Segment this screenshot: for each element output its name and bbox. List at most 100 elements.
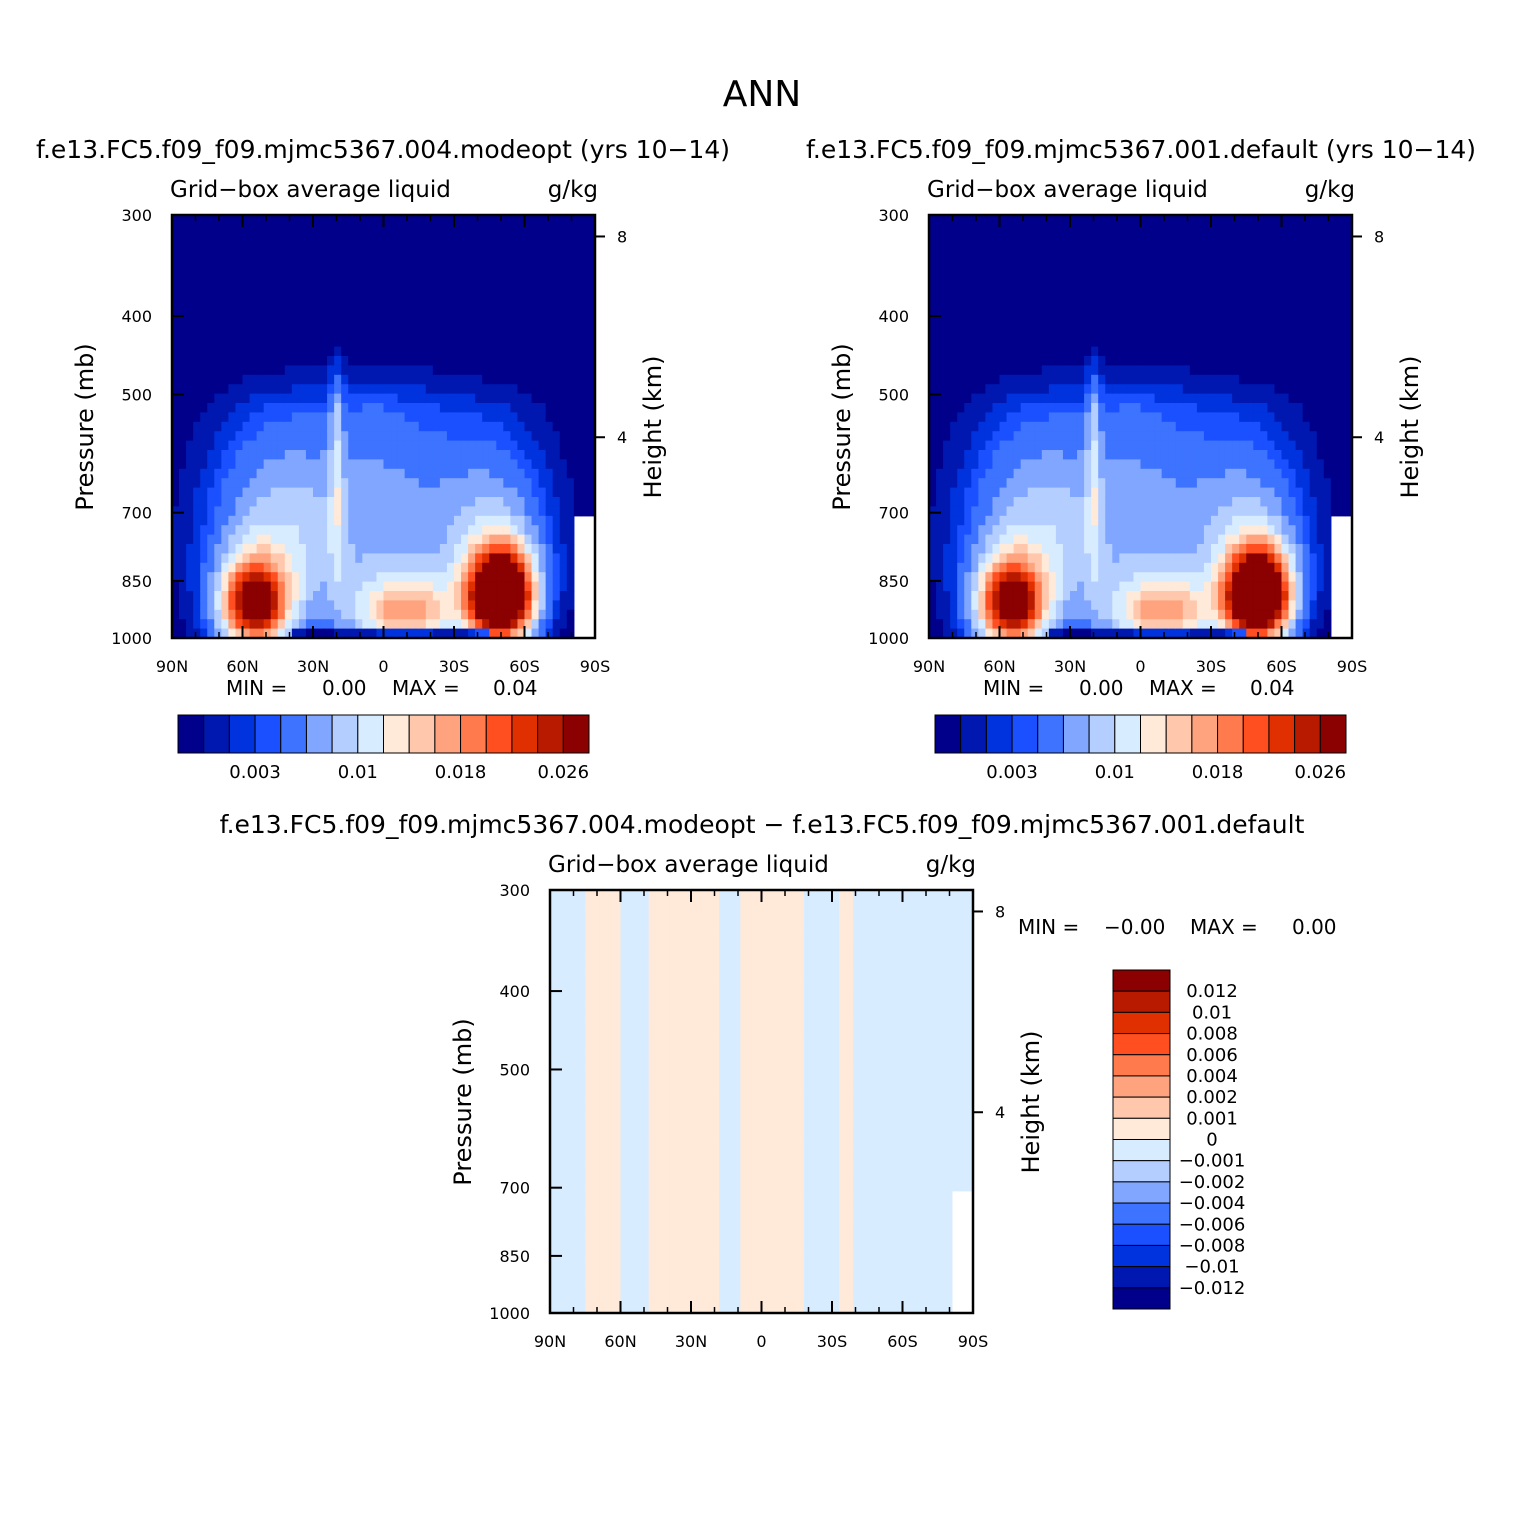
heatmap-cell	[1147, 609, 1156, 620]
heatmap-cell	[1232, 299, 1240, 310]
heatmap-cell	[559, 403, 568, 413]
heatmap-cell	[957, 450, 965, 460]
heatmap-cell	[179, 299, 187, 310]
heatmap-cell	[263, 337, 272, 348]
heatmap-cell	[524, 487, 533, 498]
heatmap-cell	[1175, 327, 1184, 338]
heatmap-cell	[503, 233, 511, 244]
heatmap-cell	[1239, 252, 1247, 263]
heatmap-cell	[348, 356, 356, 366]
heatmap-cell	[482, 299, 490, 310]
heatmap-cell	[327, 506, 335, 517]
heatmap-cell	[1091, 525, 1099, 536]
heatmap-cell	[1126, 290, 1135, 301]
heatmap-cell	[978, 224, 986, 235]
heatmap-cell	[1084, 318, 1092, 329]
heatmap-cell	[411, 309, 420, 319]
heatmap-cell	[566, 299, 575, 310]
heatmap-cell	[524, 356, 533, 366]
heatmap-cell	[327, 591, 335, 601]
heatmap-cell	[362, 431, 370, 442]
heatmap-cell	[936, 403, 944, 413]
heatmap-cell	[985, 384, 994, 395]
heatmap-cell	[320, 309, 328, 319]
heatmap-cell	[929, 591, 937, 601]
heatmap-cell	[943, 280, 951, 291]
heatmap-cell	[985, 431, 994, 442]
heatmap-cell	[929, 487, 937, 498]
heatmap-cell	[587, 468, 596, 479]
heatmap-cell	[587, 478, 596, 489]
heatmap-cell	[978, 327, 986, 338]
heatmap-cell	[517, 318, 526, 329]
heatmap-cell	[992, 431, 1001, 442]
heatmap-cell	[985, 562, 994, 573]
heatmap-cell	[489, 262, 497, 272]
heatmap-cell	[524, 262, 533, 272]
heatmap-cell	[957, 506, 965, 517]
heatmap-cell	[179, 515, 187, 526]
heatmap-cell	[1253, 553, 1261, 564]
heatmap-cell	[1034, 327, 1043, 338]
heatmap-cell	[964, 515, 972, 526]
heatmap-cell	[1161, 393, 1170, 404]
heatmap-cell	[1211, 572, 1219, 583]
heatmap-cell	[510, 534, 519, 545]
heatmap-cell	[383, 318, 392, 329]
heatmap-cell	[1112, 384, 1120, 395]
heatmap-cell	[482, 309, 490, 319]
heatmap-cell	[1126, 562, 1135, 573]
heatmap-cell	[468, 346, 476, 357]
heatmap-cell	[475, 600, 483, 611]
heatmap-cell	[1119, 421, 1127, 432]
heatmap-cell	[964, 506, 972, 517]
heatmap-cell	[1161, 224, 1170, 235]
heatmap-cell	[397, 224, 406, 235]
heatmap-cell	[1077, 440, 1085, 451]
heatmap-cell	[510, 403, 519, 413]
heatmap-cell	[1041, 374, 1050, 385]
heatmap-cell	[305, 327, 314, 338]
heatmap-cell	[1055, 356, 1064, 366]
heatmap-cell	[1020, 374, 1029, 385]
heatmap-cell	[193, 243, 201, 254]
heatmap-cell	[263, 487, 272, 498]
heatmap-cell	[1077, 290, 1085, 301]
heatmap-cell	[411, 327, 420, 338]
heatmap-cell	[1077, 515, 1085, 526]
heatmap-cell	[446, 346, 455, 357]
heatmap-cell	[1098, 572, 1106, 583]
heatmap-cell	[235, 403, 244, 413]
heatmap-cell	[298, 487, 307, 498]
heatmap-cell	[1274, 356, 1283, 366]
heatmap-cell	[1020, 534, 1029, 545]
heatmap-cell	[1168, 337, 1177, 348]
heatmap-cell	[1055, 318, 1064, 329]
heatmap-cell	[270, 262, 279, 272]
heatmap-cell	[376, 628, 385, 639]
heatmap-cell	[1020, 365, 1029, 376]
heatmap-cell	[369, 459, 378, 470]
heatmap-cell	[1189, 233, 1198, 244]
heatmap-cell	[1084, 356, 1092, 366]
heatmap-cell	[1126, 262, 1135, 272]
heatmap-cell	[936, 431, 944, 442]
heatmap-cell	[943, 431, 951, 442]
heatmap-cell	[482, 440, 490, 451]
heatmap-cell	[461, 374, 469, 385]
heatmap-cell	[1013, 591, 1022, 601]
heatmap-cell	[305, 412, 314, 423]
heatmap-cell	[1253, 262, 1261, 272]
heatmap-cell	[235, 468, 244, 479]
heatmap-cell	[1105, 309, 1113, 319]
heatmap-cell	[1182, 243, 1191, 254]
heatmap-cell	[985, 487, 994, 498]
heatmap-cell	[1062, 431, 1071, 442]
heatmap-cell	[1218, 356, 1226, 366]
heatmap-cell	[1105, 431, 1113, 442]
heatmap-cell	[559, 609, 568, 620]
heatmap-cell	[1034, 628, 1043, 639]
heatmap-cell	[1119, 224, 1127, 235]
heatmap-cell	[1091, 243, 1099, 254]
heatmap-cell	[489, 609, 497, 620]
